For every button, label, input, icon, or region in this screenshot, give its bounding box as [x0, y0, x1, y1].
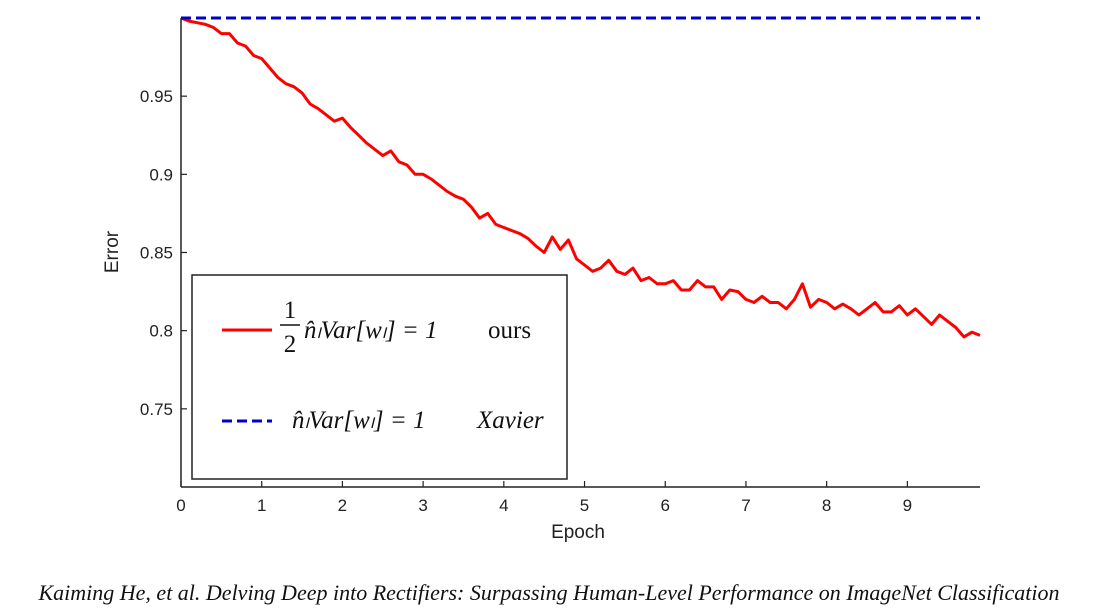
y-tick-label: 0.85: [140, 244, 173, 263]
y-tick-label: 0.75: [140, 400, 173, 419]
x-tick-label: 3: [418, 496, 427, 515]
legend: 1 2 n̂ₗVar[wₗ] = 1 ours n̂ₗVar[wₗ] = 1 X…: [191, 274, 568, 480]
x-tick-label: 2: [338, 496, 347, 515]
legend-formula-ours: n̂ₗVar[wₗ] = 1: [304, 317, 438, 344]
citation-caption: Kaiming He, et al. Delving Deep into Rec…: [38, 580, 1060, 605]
x-tick-label: 6: [661, 496, 670, 515]
x-axis-label: Epoch: [551, 522, 605, 543]
x-ticks: 0 1 2 3 4 5 6 7 8 9: [176, 481, 912, 515]
x-tick-label: 7: [741, 496, 750, 515]
x-tick-label: 8: [822, 496, 831, 515]
y-ticks: 0.75 0.8 0.85 0.9 0.95: [140, 87, 187, 419]
y-tick-label: 0.9: [149, 165, 173, 184]
legend-frac-num: 1: [284, 297, 297, 324]
legend-label-xavier: Xavier: [476, 407, 544, 434]
legend-formula-xavier: n̂ₗVar[wₗ] = 1: [292, 407, 426, 434]
x-tick-label: 5: [580, 496, 589, 515]
series-line-ours: [180, 16, 981, 339]
x-tick-label: 1: [257, 496, 266, 515]
legend-box: [191, 274, 568, 480]
x-tick-label: 0: [176, 496, 185, 515]
y-tick-label: 0.8: [149, 322, 173, 341]
x-tick-label: 4: [499, 496, 508, 515]
legend-label-ours: ours: [488, 317, 531, 344]
x-tick-label: 9: [903, 496, 912, 515]
series-layer: [180, 16, 981, 339]
error-vs-epoch-chart: 0 1 2 3 4 5 6 7 8 9 0.75 0.8 0.85 0.9 0.95 Epoch Erro…: [102, 16, 981, 543]
y-tick-label: 0.95: [140, 87, 173, 106]
y-axis-label: Error: [102, 230, 123, 273]
legend-frac-den: 2: [284, 331, 297, 358]
